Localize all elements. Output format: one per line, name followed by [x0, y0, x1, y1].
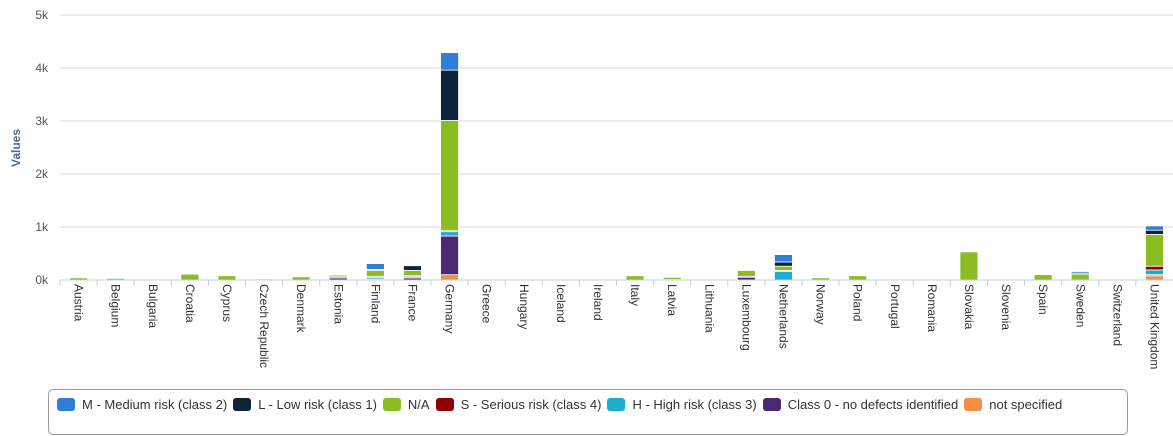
bar-segment[interactable]: [440, 274, 459, 281]
x-tick-label: Iceland: [554, 284, 568, 323]
legend-item[interactable]: N/A: [382, 395, 430, 414]
bar-segment[interactable]: [1070, 271, 1090, 274]
y-tick-label: 2k: [35, 167, 49, 181]
bar-segment[interactable]: [774, 261, 793, 267]
bar-segment[interactable]: [1145, 275, 1164, 281]
y-tick-label: 4k: [35, 61, 49, 75]
legend-label: H - High risk (class 3): [632, 397, 757, 412]
y-tick-label: 5k: [35, 8, 49, 22]
x-tick-label: Romania: [925, 284, 939, 332]
legend-swatch: [762, 398, 781, 411]
gridlines: [60, 14, 1173, 228]
bar-segment[interactable]: [365, 270, 385, 277]
bar-segment[interactable]: [774, 254, 793, 263]
x-tick-label: Luxembourg: [739, 284, 753, 351]
x-tick-label: Croatia: [183, 284, 197, 323]
x-tick-label: Estonia: [331, 284, 345, 324]
bar-segment[interactable]: [1070, 273, 1090, 281]
x-tick-label: Ireland: [591, 284, 605, 321]
bar-segment[interactable]: [440, 69, 459, 121]
x-tick-label: Germany: [443, 284, 457, 333]
bar-segment[interactable]: [403, 270, 422, 277]
legend-item[interactable]: S - Serious risk (class 4): [435, 395, 602, 414]
y-tick-label: 1k: [35, 220, 49, 234]
legend-item[interactable]: M - Medium risk (class 2): [57, 395, 227, 414]
chart-legend: M - Medium risk (class 2) L - Low risk (c…: [48, 389, 1128, 435]
x-tick-label: Austria: [72, 284, 86, 322]
bar-segment[interactable]: [662, 276, 682, 280]
bar-segment[interactable]: [440, 52, 459, 71]
x-tick-label: Czech Republic: [257, 284, 271, 368]
legend-item[interactable]: L - Low risk (class 1): [233, 395, 377, 414]
legend-swatch: [964, 398, 983, 411]
bar-segment[interactable]: [217, 275, 237, 281]
bar-segment[interactable]: [365, 263, 385, 270]
x-tick-label: Poland: [851, 284, 865, 321]
legend-item[interactable]: H - High risk (class 3): [607, 395, 757, 414]
legend-swatch: [435, 398, 454, 411]
y-axis-ticks: 0k 1k 2k 3k 4k 5k: [35, 8, 49, 287]
x-tick-label: Norway: [814, 284, 828, 325]
y-axis-title: Values: [9, 129, 23, 167]
x-tick-label: Hungary: [517, 284, 531, 329]
stacked-bar-chart: 0k 1k 2k 3k 4k 5k Values Austria Belgium Bulgar…: [9, 8, 1173, 369]
bar-segment[interactable]: [180, 273, 200, 281]
x-tick-label: Portugal: [888, 284, 902, 329]
bar-segment[interactable]: [1145, 234, 1164, 267]
legend-label: Class 0 - no defects identified: [787, 397, 959, 412]
legend-item[interactable]: not specified: [964, 395, 1062, 414]
bar-segment[interactable]: [440, 235, 459, 276]
legend-swatch: [57, 398, 75, 411]
x-tick-label: Belgium: [109, 284, 123, 327]
legend-label: N/A: [407, 397, 430, 412]
bar-segment[interactable]: [440, 120, 459, 232]
bar-segment[interactable]: [959, 251, 979, 281]
x-tick-label: Italy: [628, 284, 642, 306]
legend-item[interactable]: Class 0 - no defects identified: [762, 395, 959, 414]
legend-label: not specified: [989, 397, 1063, 412]
bar-segment[interactable]: [328, 274, 348, 277]
bar-segment[interactable]: [774, 271, 793, 281]
x-tick-label: Spain: [1036, 284, 1050, 315]
x-tick-label: Latvia: [665, 284, 679, 316]
x-tick-label: Lithuania: [702, 284, 716, 333]
x-tick-label: Slovenia: [999, 284, 1013, 330]
x-tick-label: Switzerland: [1110, 284, 1124, 346]
legend-swatch: [233, 398, 252, 411]
legend-swatch: [607, 398, 626, 411]
legend-label: M - Medium risk (class 2): [82, 397, 228, 412]
bar-segment[interactable]: [848, 275, 868, 281]
x-tick-label: Denmark: [294, 284, 308, 334]
bar-segment[interactable]: [1145, 225, 1164, 231]
x-tick-label: Finland: [368, 284, 382, 323]
x-tick-label: Slovakia: [962, 284, 976, 330]
legend-swatch: [382, 398, 401, 411]
x-tick-label: France: [405, 284, 419, 322]
bar-segment[interactable]: [1145, 229, 1164, 235]
y-tick-label: 3k: [35, 114, 49, 128]
x-tick-label: Cyprus: [220, 284, 234, 322]
bar-segment[interactable]: [403, 265, 422, 271]
x-tick-label: Netherlands: [776, 284, 790, 349]
bar-segment[interactable]: [1145, 265, 1164, 271]
bar-segment[interactable]: [1033, 274, 1053, 281]
x-tick-label: United Kingdom: [1147, 284, 1161, 369]
bar-segment[interactable]: [774, 265, 793, 271]
bar-segment[interactable]: [736, 270, 756, 277]
bar-segment[interactable]: [625, 275, 645, 281]
bar-segment[interactable]: [1145, 269, 1164, 276]
x-tick-label: Greece: [480, 284, 494, 324]
x-tick-label: Sweden: [1073, 284, 1087, 327]
bars: [69, 52, 1164, 281]
legend-label: S - Serious risk (class 4): [460, 397, 602, 412]
x-tick-label: Bulgaria: [146, 284, 160, 328]
legend-label: L - Low risk (class 1): [258, 397, 377, 412]
x-axis-ticks: Austria Belgium Bulgaria Croatia Cyprus Czech…: [59, 280, 1161, 369]
y-tick-label: 0k: [35, 273, 49, 287]
